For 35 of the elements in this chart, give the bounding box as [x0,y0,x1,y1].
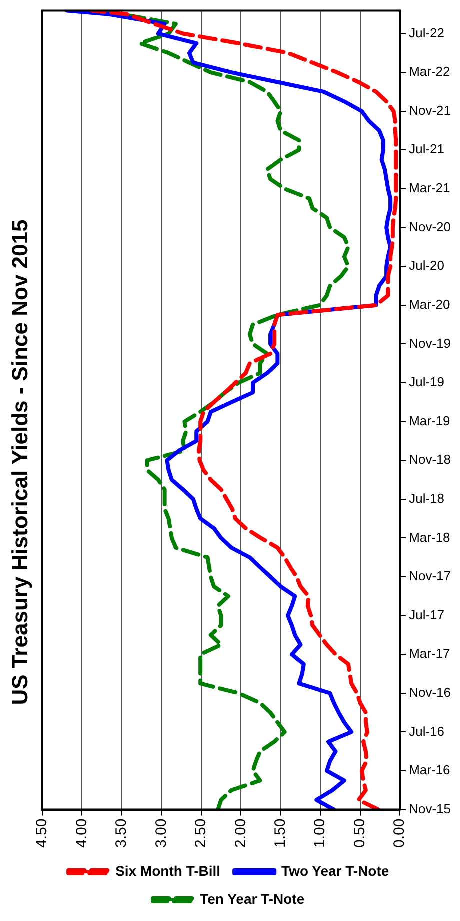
y-tick-label: Nov-15 [409,801,452,816]
y-tick-label: Nov-20 [409,219,452,234]
x-tick-label: 0.50 [351,818,368,848]
x-tick-label: 3.00 [152,818,170,848]
y-tick-label: Jul-22 [409,25,445,40]
x-tick-label: 4.00 [73,818,90,848]
y-tick-label: Mar-17 [409,646,450,662]
x-tick-label: 1.00 [312,818,329,848]
text: US Treasury Historical Yields - Since Nov 2015 [7,220,32,706]
x-tick-label: 2.50 [192,818,210,848]
y-tick-label: Mar-22 [409,64,450,80]
legend-label: Ten Year T-Note [200,890,305,907]
x-tick-label: 3.50 [113,818,130,848]
y-tick-label: Nov-19 [409,336,452,351]
y-tick-label: Jul-19 [409,374,445,390]
legend-label: Two Year T-Note [282,862,390,879]
x-tick-label: 4.50 [34,818,51,848]
y-tick-label: Nov-17 [409,568,452,584]
x-tick-label: 2.00 [232,818,250,848]
y-tick-label: Jul-21 [409,142,445,157]
y-tick-label: Mar-16 [409,762,450,778]
y-tick-label: Mar-20 [409,296,450,312]
x-tick-label: 1.50 [272,818,289,848]
x-tick-label: 0.00 [391,818,408,848]
y-tick-label: Mar-19 [409,413,450,428]
legend-label: Six Month T-Bill [116,862,221,879]
y-tick-label: Jul-18 [409,490,445,506]
y-tick-label: Nov-18 [409,452,452,468]
y-tick-label: Nov-21 [409,102,452,118]
y-tick-label: Jul-16 [409,724,445,739]
y-tick-label: Mar-21 [409,180,450,196]
y-tick-label: Jul-17 [409,607,445,622]
y-tick-label: Jul-20 [409,258,445,274]
y-tick-label: Mar-18 [409,530,450,545]
y-tick-label: Nov-16 [409,684,452,700]
